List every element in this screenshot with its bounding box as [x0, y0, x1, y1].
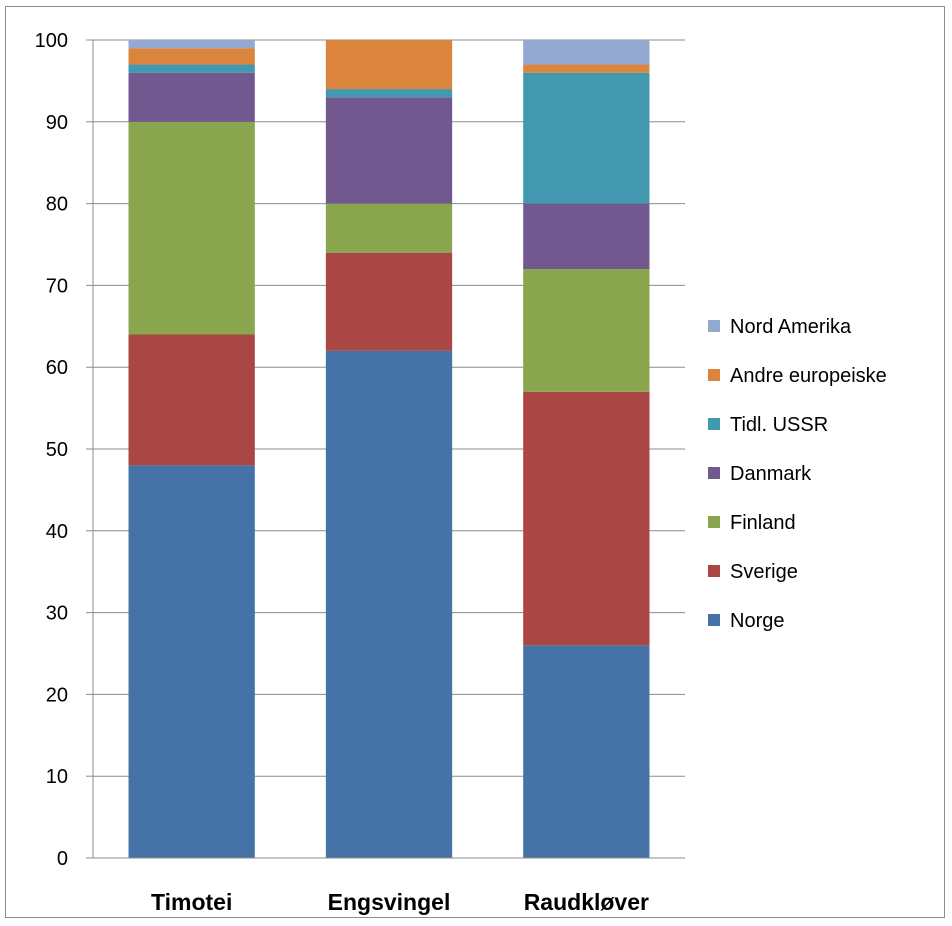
bar-segment-1-4 [128, 72, 255, 122]
y-tick-label: 100 [35, 30, 68, 52]
bar-segment-3-1 [523, 645, 650, 858]
y-tick-label: 80 [46, 194, 68, 216]
bar-segment-2-2 [325, 252, 453, 351]
y-tick-label: 30 [46, 603, 68, 625]
legend-swatch [708, 467, 720, 479]
bar-segment-2-6 [325, 40, 453, 90]
legend-swatch [708, 418, 720, 430]
bar-segment-1-2 [128, 334, 255, 466]
bar-segment-3-2 [523, 391, 650, 646]
bar-segment-1-7 [128, 40, 255, 49]
y-tick-label: 20 [46, 684, 68, 706]
y-axis-tick-labels: 0 10 20 30 40 50 60 70 80 90 100 [35, 30, 68, 870]
y-tick-label: 60 [46, 357, 68, 379]
bar-segment-1-1 [128, 465, 255, 858]
bar-segment-3-6 [523, 64, 650, 73]
bar-segment-3-4 [523, 203, 650, 270]
bar-segment-2-5 [325, 89, 453, 98]
legend-swatch [708, 614, 720, 626]
legend-label: Sverige [730, 561, 798, 583]
y-tick-label: 10 [46, 766, 68, 788]
bar-segment-2-3 [325, 203, 453, 253]
bar-segment-3-3 [523, 269, 650, 392]
y-tick-label: 40 [46, 521, 68, 543]
x-category-label: Timotei [151, 889, 232, 915]
legend-swatch [708, 369, 720, 381]
y-tick-label: 0 [57, 848, 68, 870]
x-axis-category-labels: Timotei Engsvingel Raudkløver [151, 889, 649, 915]
legend-label: Finland [730, 512, 796, 534]
bar-segment-3-7 [523, 40, 650, 65]
bar-segment-1-5 [128, 64, 255, 73]
legend-swatch [708, 320, 720, 332]
bar-segment-2-4 [325, 97, 453, 204]
legend: Nord Amerika Andre europeiske Tidl. USSR Da… [708, 316, 887, 632]
legend-swatch [708, 565, 720, 577]
legend-label: Andre europeiske [730, 365, 887, 387]
bar-segment-1-6 [128, 48, 255, 65]
y-tick-label: 90 [46, 112, 68, 134]
bar-segment-2-1 [325, 350, 453, 858]
bar-segment-1-3 [128, 121, 255, 335]
bars [128, 40, 650, 858]
axes [86, 39, 685, 859]
legend-label: Norge [730, 610, 784, 632]
legend-label: Nord Amerika [730, 316, 852, 338]
y-tick-label: 70 [46, 275, 68, 297]
legend-label: Tidl. USSR [730, 414, 828, 436]
y-tick-label: 50 [46, 439, 68, 461]
legend-swatch [708, 516, 720, 528]
x-category-label: Raudkløver [524, 889, 649, 915]
bar-segment-3-5 [523, 72, 650, 204]
x-category-label: Engsvingel [328, 889, 451, 915]
legend-label: Danmark [730, 463, 812, 485]
